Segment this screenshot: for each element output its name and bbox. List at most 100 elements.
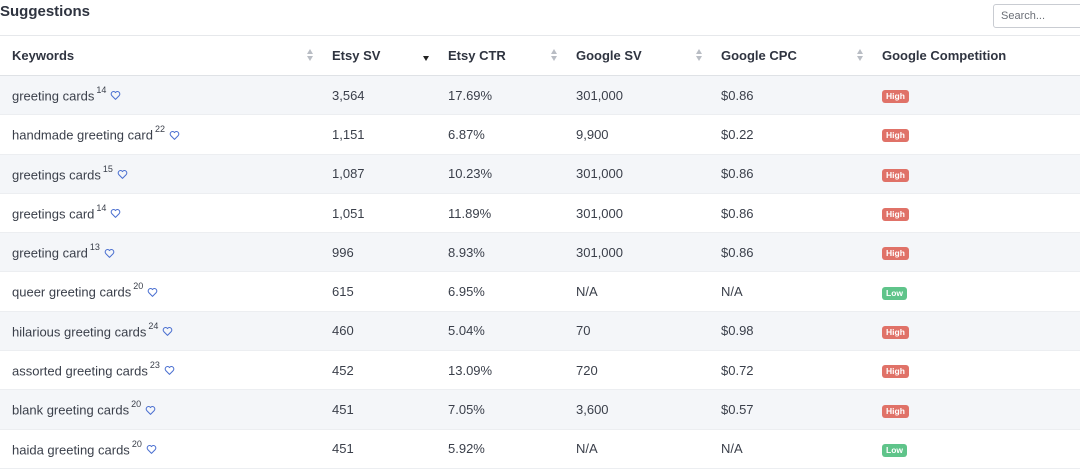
sort-icon (551, 49, 558, 63)
etsy-ctr-cell: 6.95% (436, 271, 564, 312)
table-row: queer greeting cards 20 615 6.95% N/A N/A Low (0, 271, 1080, 312)
sort-icon (857, 49, 864, 63)
table-row: handmade greeting card 22 1,151 6.87% 9,900 $… (0, 114, 1080, 155)
table-row: hilarious greeting cards 24 460 5.04% 70 $0.9… (0, 311, 1080, 352)
keyword-cell: blank greeting cards 20 (0, 389, 320, 430)
competition-badge: Low (882, 443, 907, 457)
competition-cell: Low (870, 429, 1080, 469)
keyword-count: 13 (89, 242, 100, 253)
keyword-cell: greetings card 14 (0, 193, 320, 234)
keyword-count: 14 (96, 84, 107, 95)
keyword-count: 20 (133, 281, 144, 292)
keyword-cell: hilarious greeting cards 24 (0, 311, 320, 352)
table-row: haida greeting cards 20 451 5.92% N/A N/A Low (0, 429, 1080, 469)
heart-icon[interactable] (110, 90, 121, 101)
google-cpc-cell: N/A (709, 271, 870, 312)
google-cpc-cell: N/A (709, 429, 870, 469)
competition-badge: High (882, 325, 909, 339)
competition-cell: High (870, 350, 1080, 391)
competition-badge: High (882, 168, 909, 182)
google-cpc-cell: $0.86 (709, 232, 870, 273)
competition-cell: Low (870, 271, 1080, 312)
google-cpc-cell: $0.22 (709, 114, 870, 155)
competition-badge: High (882, 404, 909, 418)
keyword-text[interactable]: assorted greeting cards (12, 363, 148, 379)
keyword-text[interactable]: greetings card (12, 206, 95, 222)
keyword-text[interactable]: queer greeting cards (12, 284, 132, 300)
keyword-count: 15 (102, 163, 113, 174)
table-row: assorted greeting cards 23 452 13.09% 720 $0.… (0, 350, 1080, 391)
keyword-text[interactable]: hilarious greeting cards (12, 324, 147, 340)
keyword-text[interactable]: handmade greeting card (12, 127, 153, 143)
etsy-ctr-cell: 7.05% (436, 389, 564, 430)
competition-badge: Low (882, 286, 907, 300)
keyword-text[interactable]: greetings cards (12, 166, 101, 182)
etsy-sv-cell: 1,151 (320, 114, 436, 155)
google-sv-cell: 301,000 (564, 154, 709, 194)
keyword-text[interactable]: haida greeting cards (12, 441, 130, 457)
keyword-text[interactable]: blank greeting cards (12, 402, 130, 418)
heart-icon[interactable] (164, 365, 175, 376)
heart-icon[interactable] (162, 326, 173, 337)
etsy-sv-cell: 452 (320, 350, 436, 391)
keyword-cell: greeting cards 14 (0, 75, 320, 116)
heart-icon[interactable] (146, 444, 157, 455)
sort-desc-icon (423, 49, 430, 63)
etsy-sv-cell: 451 (320, 429, 436, 469)
keyword-count: 23 (149, 360, 160, 371)
google-sv-cell: 301,000 (564, 232, 709, 273)
google-cpc-cell: $0.86 (709, 154, 870, 194)
etsy-ctr-cell: 17.69% (436, 75, 564, 116)
google-sv-cell: 3,600 (564, 389, 709, 430)
google-cpc-cell: $0.57 (709, 389, 870, 430)
table-row: blank greeting cards 20 451 7.05% 3,600 $0.57… (0, 389, 1080, 430)
competition-badge: High (882, 129, 909, 143)
heart-icon[interactable] (147, 287, 158, 298)
keyword-count: 20 (131, 438, 142, 449)
competition-cell: High (870, 311, 1080, 352)
keyword-cell: handmade greeting card 22 (0, 114, 320, 155)
keyword-text[interactable]: greeting card (12, 245, 88, 261)
etsy-ctr-cell: 5.92% (436, 429, 564, 469)
heart-icon[interactable] (104, 248, 115, 259)
keyword-cell: greeting card 13 (0, 232, 320, 273)
sort-icon (696, 49, 703, 63)
heart-icon[interactable] (117, 169, 128, 180)
heart-icon[interactable] (110, 208, 121, 219)
keyword-count: 24 (148, 320, 159, 331)
competition-cell: High (870, 232, 1080, 273)
google-cpc-cell: $0.72 (709, 350, 870, 391)
column-header-google-competition[interactable]: Google Competition (870, 35, 1080, 76)
keyword-cell: haida greeting cards 20 (0, 429, 320, 469)
suggestions-table: Keywords Etsy SV Etsy CTR Google SV Goog… (0, 35, 1080, 469)
competition-cell: High (870, 389, 1080, 430)
etsy-ctr-cell: 11.89% (436, 193, 564, 234)
page-title: Suggestions (0, 3, 91, 20)
keyword-text[interactable]: greeting cards (12, 88, 95, 104)
keyword-count: 22 (154, 124, 165, 135)
heart-icon[interactable] (145, 405, 156, 416)
competition-badge: High (882, 208, 909, 222)
google-cpc-cell: $0.86 (709, 193, 870, 234)
etsy-ctr-cell: 6.87% (436, 114, 564, 155)
column-header-etsy-ctr[interactable]: Etsy CTR (436, 35, 564, 76)
column-header-keywords[interactable]: Keywords (0, 35, 320, 76)
competition-cell: High (870, 75, 1080, 116)
etsy-sv-cell: 996 (320, 232, 436, 273)
search-input[interactable] (993, 4, 1080, 28)
competition-badge: High (882, 365, 909, 379)
table-row: greetings cards 15 1,087 10.23% 301,000 $0.86… (0, 154, 1080, 194)
etsy-sv-cell: 1,087 (320, 154, 436, 194)
keyword-cell: greetings cards 15 (0, 154, 320, 194)
etsy-ctr-cell: 5.04% (436, 311, 564, 352)
google-sv-cell: 301,000 (564, 193, 709, 234)
google-sv-cell: 9,900 (564, 114, 709, 155)
column-header-google-cpc[interactable]: Google CPC (709, 35, 870, 76)
keyword-cell: assorted greeting cards 23 (0, 350, 320, 391)
etsy-sv-cell: 615 (320, 271, 436, 312)
google-sv-cell: 720 (564, 350, 709, 391)
etsy-sv-cell: 451 (320, 389, 436, 430)
heart-icon[interactable] (169, 130, 180, 141)
column-header-etsy-sv[interactable]: Etsy SV (320, 35, 436, 76)
column-header-google-sv[interactable]: Google SV (564, 35, 709, 76)
